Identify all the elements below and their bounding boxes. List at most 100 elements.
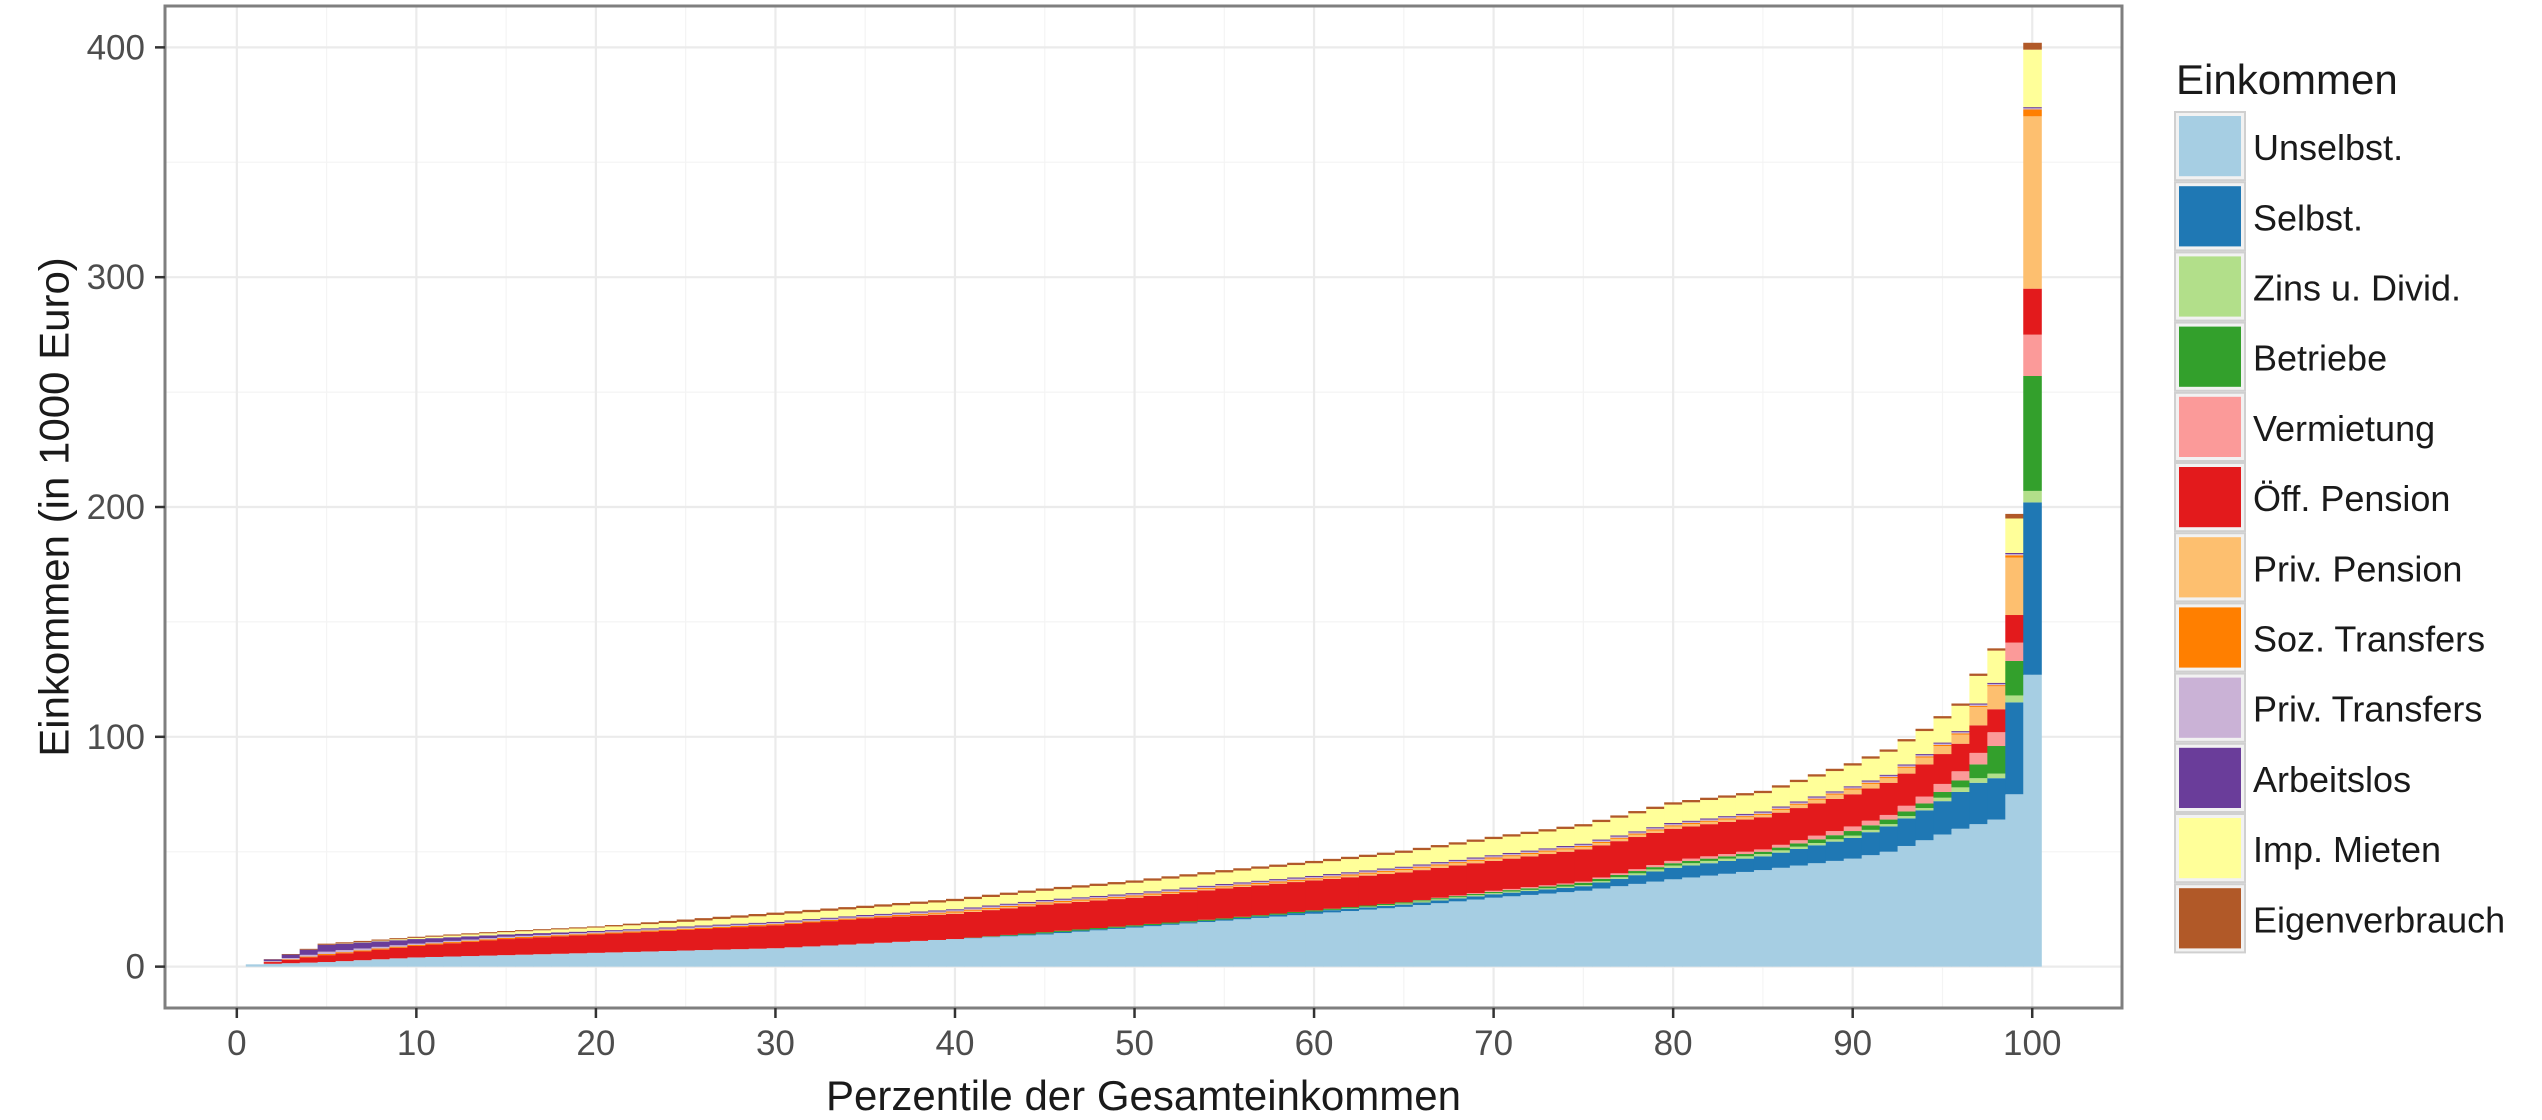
bar-segment-eigenverbrauch <box>1125 880 1145 883</box>
bar-segment-unselbst- <box>838 944 857 967</box>
bar-stack-p93 <box>1897 739 1917 967</box>
bar-stack-p17 <box>533 929 552 967</box>
bar-segment-arbeitslos <box>1789 801 1809 803</box>
bar-segment-unselbst- <box>281 963 301 967</box>
bar-segment-arbeitslos <box>1125 893 1145 895</box>
bar-segment-priv-transfers <box>1682 821 1701 823</box>
bar-segment-selbst- <box>1161 923 1181 925</box>
bar-segment-priv-pension <box>1520 854 1540 857</box>
bar-segment-eigenverbrauch <box>1556 826 1575 829</box>
bar-segment-vermietung <box>1843 826 1863 832</box>
bar-segment-öff-pension <box>1789 808 1809 841</box>
bar-segment-eigenverbrauch <box>658 920 678 923</box>
bar-segment-soz-transfers <box>1682 822 1701 825</box>
bar-segment-eigenverbrauch <box>1143 878 1163 881</box>
bar-segment-öff-pension <box>946 913 965 940</box>
bar-segment-priv-transfers <box>281 958 301 960</box>
bar-segment-vermietung <box>1987 732 2006 747</box>
bar-segment-arbeitslos <box>425 938 444 943</box>
bar-stack-p11 <box>425 935 444 967</box>
bar-segment-imp-mieten <box>586 927 606 932</box>
bar-segment-vermietung <box>1861 820 1881 826</box>
bar-segment-zins-u-divid- <box>1700 860 1719 864</box>
bar-segment-vermietung <box>2005 642 2024 661</box>
bar-segment-arbeitslos <box>1556 845 1575 848</box>
bar-segment-öff-pension <box>551 936 570 954</box>
bar-segment-priv-pension <box>999 907 1019 909</box>
bar-segment-öff-pension <box>766 925 786 949</box>
bar-segment-unselbst- <box>1125 927 1145 967</box>
bar-segment-betriebe <box>1161 922 1181 924</box>
bar-segment-imp-mieten <box>1107 884 1127 895</box>
bar-segment-selbst- <box>1287 913 1306 916</box>
bar-segment-arbeitslos <box>640 928 660 930</box>
bar-segment-öff-pension <box>676 929 696 951</box>
bar-segment-vermietung <box>1646 865 1665 868</box>
bar-segment-soz-transfers <box>317 953 337 956</box>
bar-segment-eigenverbrauch <box>622 923 642 926</box>
bar-stack-p3 <box>281 953 301 967</box>
bar-stack-p39 <box>928 900 947 967</box>
bar-segment-priv-transfers <box>1969 704 1988 706</box>
bar-stack-p83 <box>1718 795 1737 967</box>
bar-segment-priv-transfers <box>1825 792 1845 794</box>
bar-segment-eigenverbrauch <box>1269 864 1288 867</box>
bar-segment-selbst- <box>1430 900 1450 904</box>
bar-segment-imp-mieten <box>1574 826 1593 844</box>
bar-segment-priv-transfers <box>874 914 893 917</box>
bar-segment-imp-mieten <box>604 926 624 931</box>
bar-segment-zins-u-divid- <box>1502 891 1522 893</box>
bar-segment-priv-transfers <box>1700 819 1719 821</box>
bar-segment-arbeitslos <box>1143 891 1163 893</box>
bar-segment-betriebe <box>2005 660 2024 696</box>
bar-segment-arbeitslos <box>1466 857 1486 859</box>
bar-segment-imp-mieten <box>712 919 732 925</box>
bar-segment-priv-pension <box>1556 849 1575 852</box>
bar-segment-soz-transfers <box>1520 852 1540 855</box>
bar-segment-vermietung <box>1933 783 1953 792</box>
bar-segment-priv-pension <box>1466 860 1486 864</box>
bar-segment-eigenverbrauch <box>981 894 1001 897</box>
bar-segment-soz-transfers <box>1358 872 1378 874</box>
bar-segment-soz-transfers <box>1179 889 1198 892</box>
bar-segment-arbeitslos <box>604 930 624 932</box>
bar-segment-unselbst- <box>1179 923 1198 967</box>
bar-segment-imp-mieten <box>1484 839 1504 856</box>
bar-segment-betriebe <box>1305 910 1324 912</box>
bar-stack-p53 <box>1179 874 1198 967</box>
bar-segment-priv-transfers <box>551 933 570 936</box>
bar-segment-priv-pension <box>1340 875 1360 878</box>
bar-stack-p65 <box>1394 850 1414 967</box>
bar-segment-unselbst- <box>766 948 786 967</box>
bar-segment-arbeitslos <box>586 931 606 933</box>
bar-segment-betriebe <box>1035 932 1055 934</box>
bar-segment-betriebe <box>1179 921 1198 923</box>
bar-segment-öff-pension <box>1466 863 1486 894</box>
bar-segment-eigenverbrauch <box>928 900 947 903</box>
bar-segment-öff-pension <box>1861 788 1881 821</box>
bar-segment-zins-u-divid- <box>1682 863 1701 866</box>
bar-segment-eigenverbrauch <box>1179 874 1198 877</box>
bar-segment-priv-transfers <box>586 932 606 934</box>
bar-segment-eigenverbrauch <box>1430 845 1450 848</box>
bar-segment-unselbst- <box>1843 858 1863 967</box>
bar-segment-priv-transfers <box>1951 732 1970 734</box>
legend-key-swatch <box>2179 677 2241 738</box>
bar-segment-eigenverbrauch <box>676 919 696 922</box>
bar-segment-imp-mieten <box>1215 872 1234 884</box>
bar-segment-priv-pension <box>1664 826 1683 829</box>
bar-segment-eigenverbrauch <box>425 935 444 937</box>
bar-segment-betriebe <box>1466 894 1486 896</box>
bar-stack-p20 <box>586 926 606 967</box>
bar-segment-betriebe <box>1771 847 1791 851</box>
bar-segment-unselbst- <box>1879 851 1899 967</box>
bar-segment-imp-mieten <box>1251 868 1270 881</box>
bar-stack-p41 <box>963 896 983 967</box>
bar-segment-zins-u-divid- <box>2005 695 2024 703</box>
bar-segment-imp-mieten <box>892 905 911 913</box>
bar-segment-selbst- <box>1592 882 1611 889</box>
bar-segment-imp-mieten <box>928 902 947 911</box>
bar-segment-arbeitslos <box>1251 880 1270 882</box>
bar-segment-betriebe <box>1089 928 1109 930</box>
bar-segment-arbeitslos <box>1430 862 1450 864</box>
